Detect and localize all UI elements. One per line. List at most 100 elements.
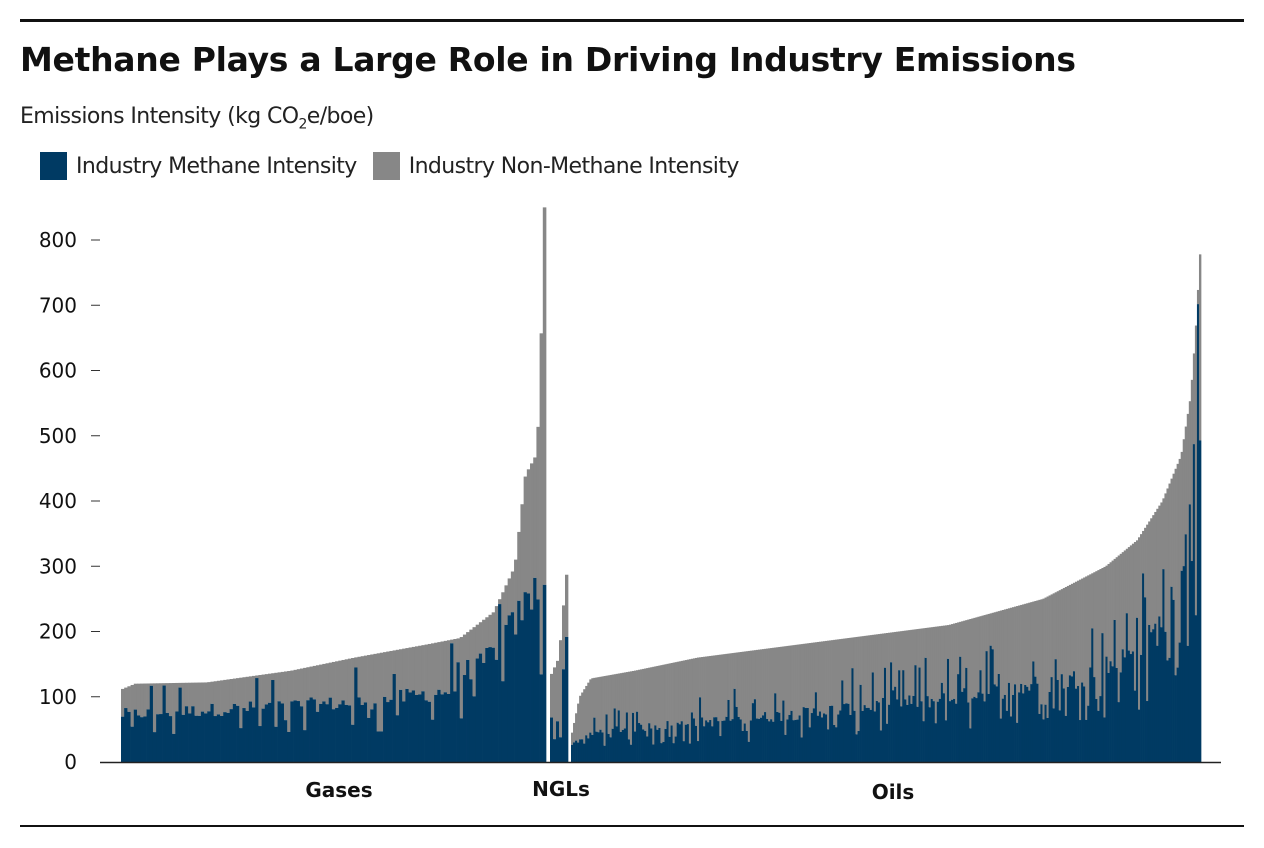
- bar-ngls-4-methane: [562, 669, 566, 762]
- bar-oils-1-methane: [573, 742, 576, 762]
- bar-gases-84-methane: [389, 699, 393, 762]
- bar-oils-64-methane: [701, 717, 704, 762]
- bar-oils-297-non-methane: [1174, 468, 1177, 676]
- bar-oils-48-methane: [668, 736, 671, 762]
- bar-gases-53-non-methane: [290, 670, 294, 702]
- bar-oils-222-methane: [1022, 693, 1025, 762]
- bar-oils-54-methane: [680, 721, 684, 762]
- bar-gases-1-non-methane: [124, 687, 128, 709]
- bar-oils-8-methane: [587, 738, 590, 762]
- bar-gases-126-methane: [523, 592, 528, 762]
- bar-gases-53-methane: [290, 701, 294, 762]
- bar-oils-292-methane: [1164, 631, 1167, 762]
- bar-oils-110-methane: [794, 719, 797, 762]
- bar-oils-20-methane: [611, 728, 615, 762]
- bar-oils-274-non-methane: [1127, 547, 1131, 651]
- bar-oils-53-non-methane: [678, 661, 682, 725]
- bar-oils-306-methane: [1192, 444, 1196, 762]
- bar-gases-50-methane: [280, 703, 285, 762]
- bar-oils-283-non-methane: [1146, 524, 1149, 702]
- bar-oils-142-non-methane: [859, 636, 862, 685]
- bar-oils-299-non-methane: [1178, 458, 1182, 643]
- bar-oils-116-methane: [806, 707, 810, 762]
- bottom-rule: [20, 825, 1244, 827]
- bar-oils-160-non-methane: [896, 631, 899, 700]
- bar-oils-224-methane: [1026, 686, 1029, 762]
- bar-gases-127-methane: [526, 593, 531, 762]
- bar-oils-89-non-methane: [751, 650, 755, 704]
- bar-oils-299-methane: [1178, 642, 1182, 762]
- bar-oils-129-non-methane: [833, 639, 836, 725]
- bar-oils-124-methane: [823, 713, 826, 762]
- bar-oils-183-methane: [942, 693, 946, 762]
- bar-oils-290-non-methane: [1160, 502, 1163, 628]
- bar-oils-21-methane: [613, 708, 617, 762]
- bar-gases-99-non-methane: [437, 642, 441, 690]
- bar-oils-112-methane: [798, 715, 801, 762]
- bar-oils-71-non-methane: [715, 655, 718, 718]
- bar-oils-143-non-methane: [861, 636, 864, 711]
- bar-oils-177-non-methane: [930, 627, 934, 699]
- bar-oils-85-methane: [743, 723, 747, 762]
- bar-oils-65-non-methane: [703, 656, 706, 727]
- bar-gases-91-non-methane: [411, 646, 416, 691]
- bar-oils-97-non-methane: [768, 648, 771, 722]
- bar-oils-111-non-methane: [796, 644, 799, 720]
- bar-gases-36-non-methane: [236, 678, 240, 706]
- bar-oils-165-non-methane: [906, 630, 909, 705]
- bar-gases-20-non-methane: [184, 682, 189, 707]
- bar-gases-117-methane: [494, 659, 499, 762]
- bar-gases-78-methane: [370, 709, 374, 762]
- y-tick-label-500: 500: [39, 424, 77, 448]
- bar-oils-302-non-methane: [1184, 426, 1188, 535]
- bar-oils-9-methane: [589, 732, 592, 762]
- bar-oils-2-non-methane: [575, 713, 578, 741]
- bar-oils-120-non-methane: [814, 642, 818, 693]
- bar-gases-65-non-methane: [328, 662, 333, 698]
- bar-oils-127-methane: [829, 705, 832, 762]
- bar-gases-77-methane: [367, 717, 371, 762]
- bar-oils-129-methane: [833, 725, 836, 762]
- y-axis-label-prefix: Emissions Intensity (kg CO: [20, 104, 299, 129]
- bar-oils-121-methane: [816, 715, 820, 762]
- bar-oils-176-methane: [928, 707, 932, 762]
- bar-gases-36-methane: [236, 705, 240, 762]
- bar-oils-295-methane: [1170, 586, 1173, 762]
- bar-gases-31-methane: [220, 715, 224, 762]
- bar-oils-273-methane: [1125, 613, 1129, 762]
- bar-gases-75-non-methane: [360, 656, 365, 705]
- bar-gases-71-methane: [347, 705, 352, 762]
- bar-oils-201-non-methane: [979, 616, 982, 671]
- bar-oils-137-methane: [849, 714, 852, 762]
- bar-oils-304-non-methane: [1188, 401, 1192, 505]
- bar-oils-276-methane: [1131, 651, 1135, 762]
- bar-oils-115-non-methane: [804, 643, 808, 709]
- bar-oils-77-non-methane: [727, 653, 730, 700]
- bar-gases-27-non-methane: [207, 682, 211, 712]
- bar-oils-73-methane: [719, 736, 722, 762]
- bar-oils-7-methane: [585, 735, 588, 762]
- bar-oils-289-non-methane: [1158, 505, 1161, 617]
- bar-oils-285-methane: [1150, 632, 1153, 762]
- bar-oils-42-methane: [656, 729, 659, 762]
- bar-gases-5-methane: [136, 715, 141, 762]
- bar-oils-93-methane: [760, 717, 763, 762]
- bar-oils-185-non-methane: [946, 625, 950, 659]
- legend-item-methane: Industry Methane Intensity: [40, 152, 357, 180]
- bar-oils-250-methane: [1079, 720, 1082, 762]
- bar-gases-8-non-methane: [146, 683, 151, 710]
- bar-gases-90-methane: [408, 692, 413, 762]
- bar-gases-131-methane: [539, 674, 544, 762]
- bar-oils-5-non-methane: [581, 692, 584, 740]
- bar-oils-74-methane: [721, 720, 724, 762]
- bar-gases-12-non-methane: [159, 683, 163, 715]
- bar-oils-291-non-methane: [1162, 498, 1165, 570]
- bar-oils-206-methane: [989, 645, 993, 762]
- bar-oils-54-non-methane: [680, 660, 684, 722]
- bar-gases-70-non-methane: [344, 659, 349, 705]
- bar-oils-282-methane: [1144, 597, 1147, 762]
- bar-oils-237-non-methane: [1052, 593, 1056, 709]
- bar-oils-224-non-methane: [1026, 603, 1029, 687]
- bar-oils-102-non-methane: [778, 646, 781, 713]
- bar-oils-150-methane: [875, 700, 879, 762]
